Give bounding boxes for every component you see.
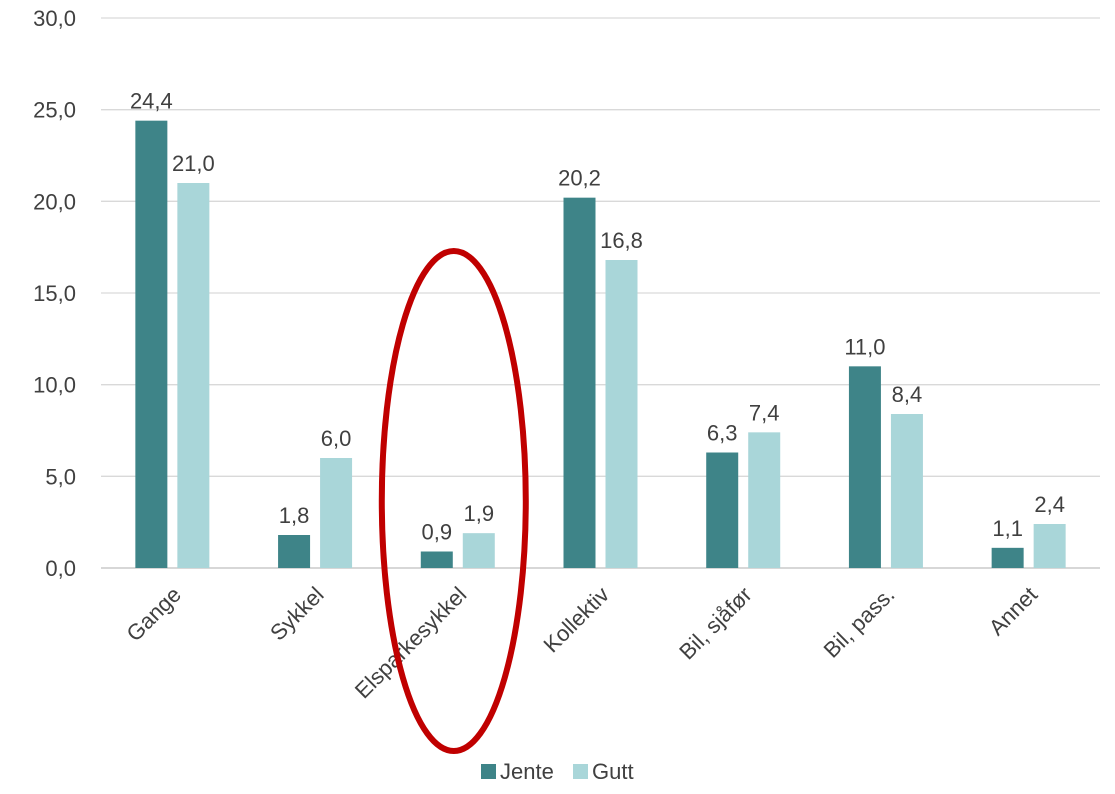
bar-gutt xyxy=(605,260,638,568)
x-category-label: Gange xyxy=(122,582,186,646)
y-tick-label: 25,0 xyxy=(33,98,76,123)
y-tick-label: 0,0 xyxy=(45,556,76,581)
x-category-label: Bil, pass. xyxy=(819,582,900,663)
gridlines xyxy=(101,17,1100,569)
x-axis: Gange Sykkel Elsparkesykkel Kollektiv Bil, s… xyxy=(122,582,1043,703)
bar-jente xyxy=(991,547,1024,568)
y-axis: 0,0 5,0 10,0 15,0 20,0 25,0 30,0 xyxy=(33,6,76,581)
bar-gutt xyxy=(320,458,353,568)
data-label: 8,4 xyxy=(892,382,923,407)
bar-gutt xyxy=(890,414,923,568)
bars xyxy=(135,120,1066,569)
bar-gutt xyxy=(1033,524,1066,568)
legend-swatch xyxy=(573,764,588,779)
legend: Jente Gutt xyxy=(481,759,634,784)
data-label: 6,0 xyxy=(321,426,352,451)
bar-jente xyxy=(135,120,168,569)
data-label: 1,8 xyxy=(279,503,310,528)
bar-jente xyxy=(420,551,453,568)
data-label: 2,4 xyxy=(1034,492,1065,517)
y-tick-label: 30,0 xyxy=(33,6,76,31)
data-labels: 24,4 21,0 1,8 6,0 0,9 1,9 20,2 16,8 6,3 7,4 11,0 8,… xyxy=(130,89,1065,545)
data-label: 1,9 xyxy=(463,501,494,526)
data-label: 20,2 xyxy=(558,166,601,191)
legend-label: Gutt xyxy=(592,759,634,784)
bar-gutt xyxy=(748,432,781,568)
x-category-label: Annet xyxy=(984,582,1042,640)
data-label: 21,0 xyxy=(172,151,215,176)
x-category-label: Elsparkesykkel xyxy=(350,582,471,703)
y-tick-label: 20,0 xyxy=(33,189,76,214)
x-category-label: Kollektiv xyxy=(538,582,614,658)
data-label: 0,9 xyxy=(421,520,452,545)
bar-jente xyxy=(563,197,596,568)
highlight-ellipse xyxy=(378,248,529,754)
y-tick-label: 10,0 xyxy=(33,373,76,398)
x-category-label: Bil, sjåfør xyxy=(674,582,757,665)
y-tick-label: 5,0 xyxy=(45,464,76,489)
legend-label: Jente xyxy=(500,759,554,784)
data-label: 24,4 xyxy=(130,89,173,114)
bar-gutt xyxy=(462,533,495,568)
data-label: 6,3 xyxy=(707,421,738,446)
bar-jente xyxy=(278,535,311,568)
y-tick-label: 15,0 xyxy=(33,281,76,306)
legend-swatch xyxy=(481,764,496,779)
bar-gutt xyxy=(177,183,210,568)
data-label: 7,4 xyxy=(749,400,780,425)
data-label: 16,8 xyxy=(600,228,643,253)
data-label: 11,0 xyxy=(844,334,885,359)
highlight-annotation xyxy=(378,248,529,754)
bar-jente xyxy=(706,452,739,568)
data-label: 1,1 xyxy=(992,516,1023,541)
x-category-label: Sykkel xyxy=(265,582,328,645)
bar-jente xyxy=(848,366,881,568)
